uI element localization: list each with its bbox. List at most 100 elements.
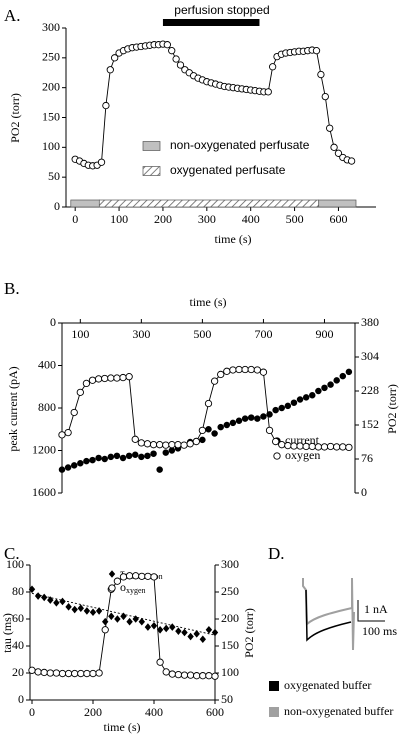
y-axis-label: PO2 (torr) [8,93,22,143]
y-tick-label: 100 [6,557,24,571]
data-point [156,658,164,666]
data-point [106,66,114,74]
data-point [229,366,237,374]
x-tick-label: 600 [206,705,224,719]
y2-tick-label: 250 [221,584,239,598]
data-point [187,632,194,641]
data-point [278,441,286,449]
data-point [144,572,152,580]
scale-bar [357,600,385,622]
x-tick-label: 0 [29,705,35,719]
data-point [107,374,115,382]
data-point [143,440,152,448]
legend-swatch [142,166,161,176]
data-point [330,143,338,151]
data-point [125,373,133,381]
data-point [333,377,340,384]
data-point [264,88,272,96]
perfusate-band [70,199,100,208]
data-point [95,669,103,677]
data-point [211,628,219,637]
data-point [162,449,170,456]
y2-tick-label: 50 [221,692,233,706]
data-point [53,599,60,607]
perfusate-band [318,199,357,208]
data-point [95,454,102,462]
data-point [101,626,109,634]
trace-non-oxygenated [302,577,355,651]
data-point [339,372,347,380]
y-tick-label: 1200 [32,442,56,456]
data-point [259,368,268,376]
y2-tick-label: 0 [361,485,367,499]
data-point [223,421,231,429]
y-tick-label: 50 [48,169,60,183]
legend-label: oxygen [120,580,146,595]
data-point [131,435,139,443]
data-point [46,669,54,677]
data-point [132,615,139,623]
data-point [41,593,48,602]
y2-tick-label: 300 [221,557,239,571]
data-point [326,442,335,451]
x-tick-label: 0 [72,212,78,226]
data-point [111,54,119,62]
panel-label: D. [268,544,285,563]
data-point [150,450,157,457]
data-point [113,374,121,382]
data-point [162,668,170,676]
data-point [180,441,188,449]
data-point [138,617,145,626]
data-point [83,607,91,615]
data-point [156,441,164,449]
data-point [180,671,189,679]
data-point [101,374,109,383]
data-point [247,365,255,374]
data-point [168,441,176,449]
data-point [34,668,42,676]
data-point [309,392,316,399]
y2-tick-label: 152 [361,417,379,431]
x-tick-label: 100 [71,327,89,341]
data-point [132,572,140,580]
data-point [217,423,224,431]
data-point [102,617,109,626]
data-point [229,419,237,427]
data-point [193,672,201,680]
data-point [268,63,277,71]
data-point [108,612,115,621]
data-point [235,417,243,425]
annotation-text: perfusion stopped [174,3,269,17]
data-point [272,406,279,414]
data-point [192,437,200,446]
y-tick-label: 0 [18,692,24,706]
legend-label: oxygen [285,448,320,462]
legend-swatch [142,141,161,151]
x-tick-label: 100 [110,212,128,226]
data-point [296,396,304,403]
panel-label: B. [4,279,20,298]
x-tick-label: 700 [254,327,272,341]
data-point [204,399,213,408]
y-tick-label: 100 [42,139,60,153]
y-tick-label: 400 [38,357,56,371]
legend-swatch [269,681,279,691]
data-point [321,92,329,101]
x-axis-label: time (s) [190,295,227,309]
data-point [241,415,249,422]
y-tick-label: 800 [38,400,56,414]
data-point [58,431,66,439]
data-point [254,415,261,422]
data-point [65,603,72,611]
data-point [82,379,91,388]
data-point [199,635,206,644]
data-point [107,453,115,461]
x-tick-label: 400 [145,705,163,719]
data-point [321,384,328,392]
data-point [71,669,79,678]
data-point [162,441,170,449]
legend-label: non-oxygenated buffer [284,704,393,718]
data-point [260,413,267,420]
data-point [149,441,158,449]
